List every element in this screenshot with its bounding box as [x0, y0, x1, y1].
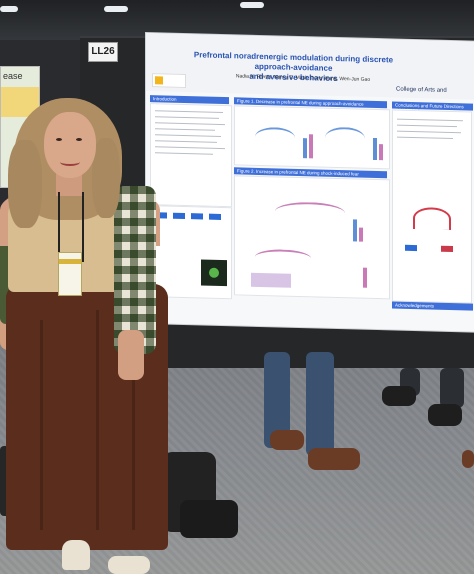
poster-header: Prefrontal noradrenergic modulation duri… — [146, 33, 474, 112]
ceiling-light — [104, 6, 128, 12]
section-header-acknowledgements: Acknowledgements — [392, 301, 473, 311]
method-chip — [191, 213, 203, 220]
plot-bar — [363, 267, 367, 288]
bystander-shoe — [382, 386, 416, 406]
plot-curve — [325, 126, 365, 150]
logo-mark — [155, 76, 163, 85]
bystander-shoe — [428, 404, 462, 426]
figure1-panel — [234, 105, 390, 170]
left-poster: ease — [0, 66, 40, 188]
text-line — [155, 134, 221, 137]
plot-bar — [379, 144, 383, 161]
college-logo: College of Arts and Sciences — [396, 78, 462, 112]
text-line — [397, 124, 457, 128]
plot-curve — [255, 248, 311, 267]
bag — [0, 446, 18, 516]
text-line — [155, 110, 223, 114]
ceiling — [0, 0, 474, 40]
method-chip — [173, 212, 185, 220]
diagram-chip — [441, 245, 453, 253]
introduction-panel — [150, 103, 232, 208]
diagram-chip — [405, 244, 417, 252]
conclusions-panel — [392, 109, 472, 304]
bag — [180, 500, 238, 538]
ceiling-light — [240, 2, 264, 8]
plot-bar — [303, 138, 307, 159]
plot-bar — [359, 227, 363, 242]
text-line — [397, 130, 461, 134]
heatmap-block — [251, 272, 291, 288]
text-line — [397, 136, 453, 140]
plot-bar — [353, 219, 357, 242]
plot-curve — [255, 126, 295, 148]
microscopy-image — [201, 259, 227, 287]
text-line — [397, 118, 463, 122]
bystander-shoe — [270, 430, 304, 450]
left-poster-text: ease — [3, 71, 23, 81]
method-chip — [209, 213, 221, 220]
text-line — [155, 122, 225, 126]
text-line — [155, 116, 219, 119]
text-line — [155, 128, 215, 131]
bystander-shoe — [462, 450, 474, 468]
text-line — [155, 140, 217, 143]
text-line — [155, 146, 225, 150]
university-logo — [152, 73, 186, 89]
brain-diagram — [413, 206, 451, 230]
bystander-leg — [306, 352, 334, 456]
booth-number-tag: LL26 — [88, 42, 118, 62]
research-poster: Prefrontal noradrenergic modulation duri… — [146, 33, 474, 332]
text-line — [155, 152, 213, 155]
bystander-shoe — [308, 448, 360, 470]
method-chip — [155, 212, 167, 219]
left-poster-strip — [1, 87, 39, 117]
plot-bar — [309, 134, 313, 159]
ceiling-light — [0, 6, 18, 12]
figure2-panel — [234, 175, 390, 300]
methods-panel — [150, 205, 232, 300]
plot-bar — [373, 137, 377, 161]
bystander-leg — [440, 368, 464, 408]
poster-title-line1: Prefrontal noradrenergic modulation duri… — [193, 50, 394, 73]
plot-curve — [275, 201, 345, 224]
